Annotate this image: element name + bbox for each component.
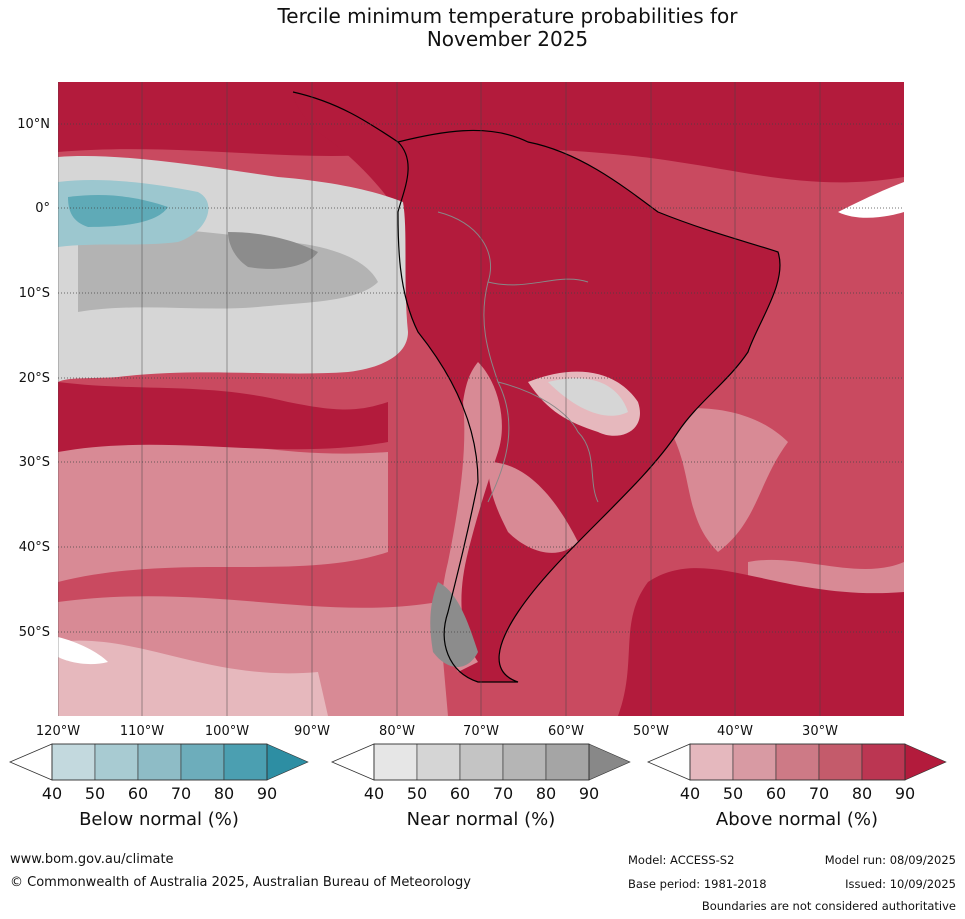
lon-label-30w: 30°W <box>802 724 838 739</box>
lon-label-110w: 110°W <box>119 724 165 739</box>
andes-pink <box>441 362 502 672</box>
below-tick-80: 80 <box>213 784 235 803</box>
colorbar-1-cell-5 <box>588 743 631 781</box>
colorbar-below-svg <box>8 743 309 781</box>
above-tick-40: 40 <box>679 784 701 803</box>
colorbar-2-cell-5 <box>904 743 947 781</box>
above-tick-60: 60 <box>765 784 787 803</box>
title-line-2: November 2025 <box>426 27 589 51</box>
colorbar-above-normal: 40 50 60 70 80 90 Above normal (%) <box>646 742 948 832</box>
near-normal-dark <box>228 232 318 269</box>
lon-label-120w: 120°W <box>35 724 81 739</box>
colorbar-1-cell-2 <box>459 743 504 781</box>
pacific-dark-band <box>58 382 388 452</box>
colorbar-0-cell-4 <box>223 743 268 781</box>
colorbar-1-cell-4 <box>545 743 590 781</box>
pink-band-1 <box>58 436 388 582</box>
below-tick-60: 60 <box>127 784 149 803</box>
title-line-1: Tercile minimum temperature probabilitie… <box>277 4 738 28</box>
above-tick-70: 70 <box>808 784 830 803</box>
meridians <box>58 82 821 716</box>
colorbar-near-svg <box>330 743 631 781</box>
south-atlantic-dark <box>618 568 904 716</box>
lat-label-30s: 30°S <box>18 455 50 470</box>
map-svg <box>58 82 904 716</box>
footer-copyright: © Commonwealth of Australia 2025, Austra… <box>10 875 471 890</box>
colorbar-below-normal: 40 50 60 70 80 90 Below normal (%) <box>8 742 310 832</box>
footer-disclaimer: Boundaries are not considered authoritat… <box>701 899 956 913</box>
chart-title: Tercile minimum temperature probabilitie… <box>0 5 965 51</box>
lat-label-50s: 50°S <box>18 625 50 640</box>
colorbar-0-cell-5 <box>266 743 309 781</box>
colorbar-0-cell-2 <box>137 743 182 781</box>
footer-model-run: Model run: 08/09/2025 <box>824 853 956 867</box>
near-tick-40: 40 <box>363 784 385 803</box>
lon-label-40w: 40°W <box>717 724 753 739</box>
below-tick-50: 50 <box>84 784 106 803</box>
argentina-pink <box>488 462 578 553</box>
colorbar-2-cell-4 <box>861 743 906 781</box>
colorbar-0-cell-1 <box>94 743 139 781</box>
colorbar-1-cell-3 <box>502 743 547 781</box>
white-patch-1 <box>838 182 904 218</box>
near-tick-70: 70 <box>492 784 514 803</box>
lon-label-50w: 50°W <box>633 724 669 739</box>
white-patch-2 <box>58 637 108 665</box>
near-tick-60: 60 <box>449 784 471 803</box>
lat-label-10n: 10°N <box>17 117 50 132</box>
lat-label-40s: 40°S <box>18 540 50 555</box>
colorbar-above-svg <box>646 743 947 781</box>
below-tick-90: 90 <box>256 784 278 803</box>
above-tick-50: 50 <box>722 784 744 803</box>
above-tick-90: 90 <box>894 784 916 803</box>
footer-base-period: Base period: 1981-2018 <box>628 877 767 891</box>
atlantic-pink <box>658 408 788 552</box>
lat-label-0: 0° <box>35 201 50 216</box>
near-tick-90: 90 <box>578 784 600 803</box>
colorbar-0-cell-0 <box>51 743 96 781</box>
near-normal-label: Near normal (%) <box>406 809 556 830</box>
pale-band <box>58 640 328 716</box>
near-tick-50: 50 <box>406 784 428 803</box>
above-tick-80: 80 <box>851 784 873 803</box>
above-normal-label: Above normal (%) <box>715 809 879 830</box>
colorbar-2-cell-0 <box>689 743 734 781</box>
near-tick-80: 80 <box>535 784 557 803</box>
footer-model: Model: ACCESS-S2 <box>628 853 735 867</box>
colorbar-1-cell-0 <box>373 743 418 781</box>
footer-issued: Issued: 10/09/2025 <box>845 877 956 891</box>
lat-label-20s: 20°S <box>18 371 50 386</box>
patagonia-grey <box>430 582 478 667</box>
lon-label-80w: 80°W <box>379 724 415 739</box>
country-borders <box>437 211 599 503</box>
colorbar-near-normal: 40 50 60 70 80 90 Near normal (%) <box>330 742 632 832</box>
colorbar-2-cell-1 <box>732 743 777 781</box>
coastline <box>292 91 781 683</box>
below-tick-70: 70 <box>170 784 192 803</box>
lon-label-90w: 90°W <box>294 724 330 739</box>
lat-label-10s: 10°S <box>18 286 50 301</box>
colorbar-0-cell-3 <box>180 743 225 781</box>
below-normal-label: Below normal (%) <box>79 809 239 830</box>
below-normal-mid <box>68 195 168 227</box>
footer-url[interactable]: www.bom.gov.au/climate <box>10 852 174 867</box>
brazil-grey <box>548 378 628 416</box>
lon-label-100w: 100°W <box>204 724 250 739</box>
probability-map <box>58 82 904 716</box>
colorbar-2-cell-2 <box>775 743 820 781</box>
below-tick-40: 40 <box>41 784 63 803</box>
lon-label-70w: 70°W <box>463 724 499 739</box>
colorbar-2-cell-3 <box>818 743 863 781</box>
lon-label-60w: 60°W <box>548 724 584 739</box>
colorbar-1-cell-1 <box>416 743 461 781</box>
